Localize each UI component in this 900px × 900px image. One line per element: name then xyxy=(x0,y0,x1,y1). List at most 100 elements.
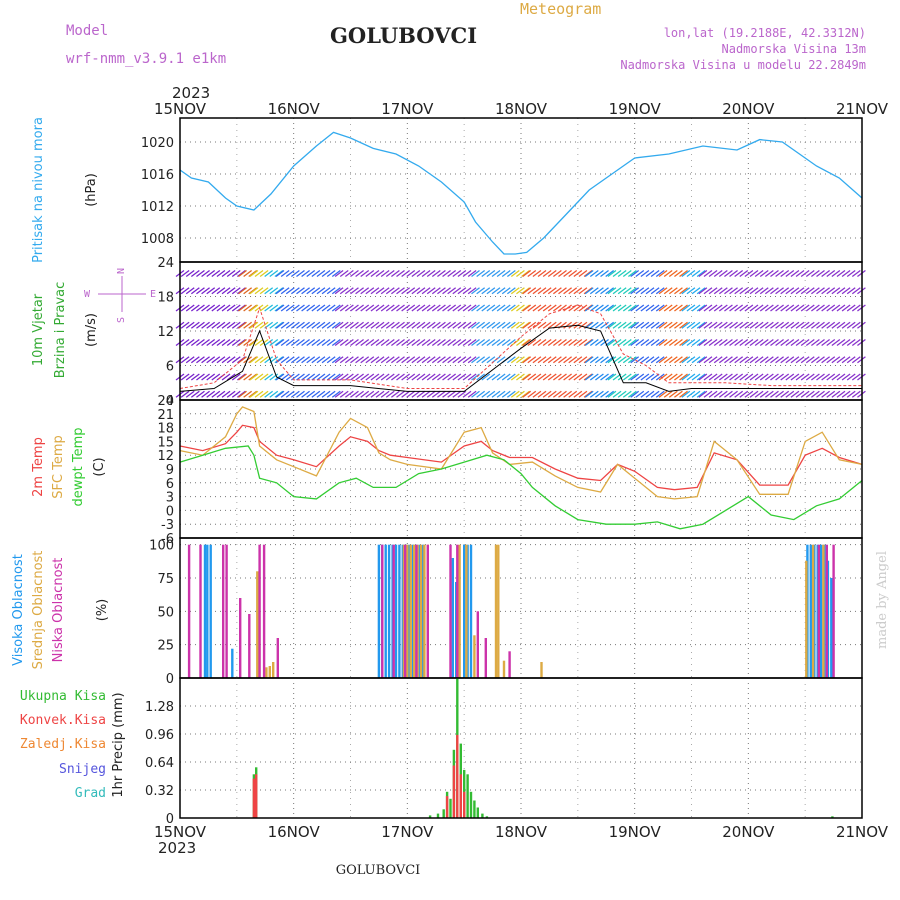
wind-barb xyxy=(501,338,511,347)
wind-barb xyxy=(831,338,841,347)
wind-barb xyxy=(754,390,764,398)
wind-barb xyxy=(696,338,706,347)
wind-barb xyxy=(658,269,668,278)
wind-barb xyxy=(326,390,336,398)
wind-barb xyxy=(681,269,691,278)
wind-barb xyxy=(296,321,305,329)
wind-barb xyxy=(527,269,537,278)
bar xyxy=(451,558,454,678)
wind-barb xyxy=(578,269,588,278)
wind-barb xyxy=(795,356,805,364)
wind-barb xyxy=(612,287,622,295)
wind-barb xyxy=(238,338,247,347)
wind-barb xyxy=(650,304,660,312)
bar xyxy=(392,544,395,678)
wind-barb xyxy=(805,321,815,329)
wind-barb xyxy=(442,287,451,295)
y-tick-label: 24 xyxy=(157,256,174,271)
wind-barb xyxy=(759,338,769,347)
wind-barb xyxy=(558,304,567,312)
wind-barb xyxy=(467,390,477,398)
wind-barb xyxy=(180,287,190,295)
wind-barb xyxy=(344,269,354,278)
wind-barb xyxy=(795,321,805,329)
wind-barb xyxy=(249,269,259,278)
bar xyxy=(508,651,511,678)
wind-barb xyxy=(691,356,701,364)
wind-barb xyxy=(724,269,733,278)
wind-barb xyxy=(800,373,810,381)
wind-barb xyxy=(698,321,708,329)
wind-barb xyxy=(339,287,349,295)
bar xyxy=(209,544,212,678)
wind-barb xyxy=(236,373,246,381)
wind-barb xyxy=(344,356,354,364)
bar xyxy=(436,813,440,818)
wind-barb xyxy=(510,356,520,364)
wind-barb xyxy=(686,390,696,398)
wind-barb xyxy=(231,321,241,329)
wind-barb xyxy=(770,390,779,398)
wind-barb xyxy=(506,338,516,347)
series-line xyxy=(179,424,863,491)
wind-barb xyxy=(764,356,774,364)
wind-barb xyxy=(316,287,326,295)
wind-barb xyxy=(506,356,516,364)
wind-barb xyxy=(764,321,774,329)
wind-barb xyxy=(780,321,790,329)
wind-barb xyxy=(269,373,279,381)
wind-barb xyxy=(708,269,718,278)
date-tick-top: 21NOV xyxy=(836,100,889,118)
bar xyxy=(805,560,808,678)
wind-barb xyxy=(355,287,364,295)
wind-barb xyxy=(311,390,321,398)
wind-barb xyxy=(628,321,637,329)
wind-legend-w: W xyxy=(84,289,91,300)
wind-legend-e: E xyxy=(150,289,156,300)
wind-barb xyxy=(290,287,300,295)
wind-barb xyxy=(698,390,708,398)
wind-barb xyxy=(655,338,665,347)
wind-barb xyxy=(274,390,284,398)
wind-barb xyxy=(196,269,205,278)
wind-barb xyxy=(462,304,472,312)
wind-barb xyxy=(713,390,723,398)
wind-barb xyxy=(380,269,390,278)
wind-barb xyxy=(437,338,446,347)
wind-barb xyxy=(785,390,795,398)
wind-barb xyxy=(481,287,491,295)
y-tick-label: 0.32 xyxy=(145,784,174,799)
wind-barb xyxy=(821,338,831,347)
wind-barb xyxy=(401,356,411,364)
wind-barb xyxy=(196,304,205,312)
wind-barb xyxy=(326,287,336,295)
wind-barb xyxy=(542,269,552,278)
wind-legend-n: N xyxy=(116,268,127,274)
wind-barb xyxy=(334,287,344,295)
wind-barb xyxy=(437,304,446,312)
bar xyxy=(819,544,823,678)
wind-barb xyxy=(630,321,640,329)
wind-barb xyxy=(744,390,754,398)
wind-barb xyxy=(831,373,841,381)
wind-barb xyxy=(658,304,668,312)
wind-barb xyxy=(350,356,359,364)
wind-barb xyxy=(744,373,754,381)
wind-direction-legend: N W E S xyxy=(84,268,156,323)
wind-barb xyxy=(516,304,525,312)
wind-barb xyxy=(589,321,599,329)
wind-barb xyxy=(785,287,795,295)
wind-barb xyxy=(486,390,496,398)
wind-barb xyxy=(640,356,650,364)
wind-barb xyxy=(321,287,331,295)
wind-barb xyxy=(600,356,609,364)
wind-barb xyxy=(491,304,501,312)
wind-barb xyxy=(462,269,472,278)
wind-barb xyxy=(674,287,683,295)
wind-barb xyxy=(754,321,764,329)
wind-barb xyxy=(471,269,480,278)
precip-label-total: Ukupna Kisa xyxy=(20,689,106,704)
y-tick-label: 0 xyxy=(166,812,174,827)
bar xyxy=(463,544,466,678)
wind-barb xyxy=(259,304,269,312)
